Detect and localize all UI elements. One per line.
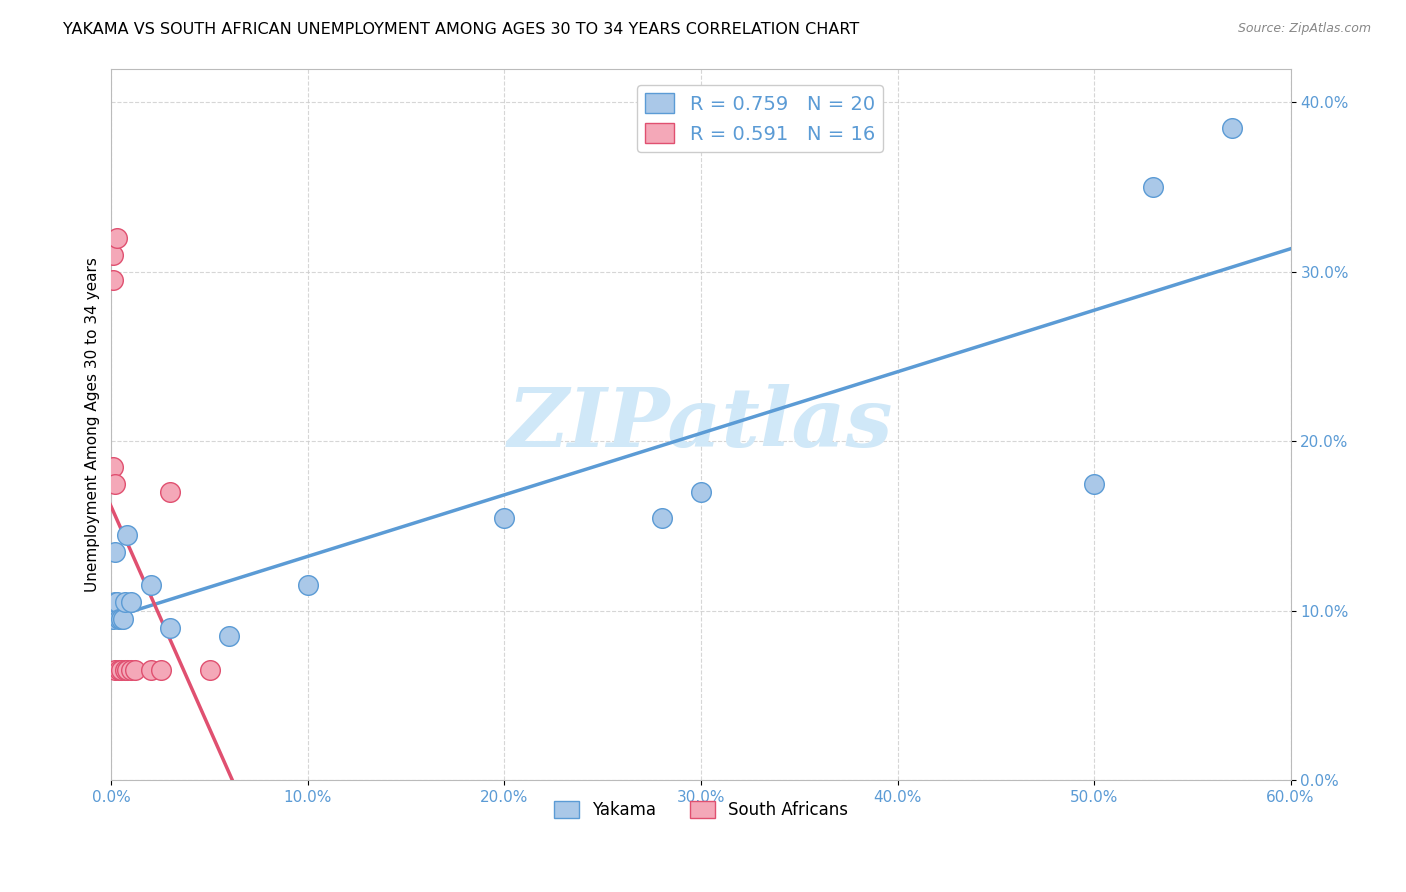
- Point: [159, 485, 181, 500]
- Point: [690, 485, 713, 500]
- Point: [120, 663, 142, 677]
- Point: [103, 459, 125, 474]
- Point: [103, 273, 125, 287]
- Point: [105, 231, 128, 245]
- Legend: Yakama, South Africans: Yakama, South Africans: [547, 794, 855, 825]
- Point: [159, 621, 181, 635]
- Point: [115, 663, 138, 677]
- Point: [114, 595, 136, 609]
- Point: [120, 595, 142, 609]
- Point: [105, 595, 128, 609]
- Point: [104, 476, 127, 491]
- Point: [110, 663, 132, 677]
- Point: [115, 527, 138, 541]
- Point: [139, 578, 162, 592]
- Point: [112, 612, 135, 626]
- Text: YAKAMA VS SOUTH AFRICAN UNEMPLOYMENT AMONG AGES 30 TO 34 YEARS CORRELATION CHART: YAKAMA VS SOUTH AFRICAN UNEMPLOYMENT AMO…: [63, 22, 859, 37]
- Point: [108, 663, 131, 677]
- Point: [218, 629, 240, 643]
- Point: [104, 663, 127, 677]
- Point: [103, 612, 125, 626]
- Point: [104, 544, 127, 558]
- Point: [108, 612, 131, 626]
- Point: [1083, 476, 1105, 491]
- Point: [494, 510, 516, 524]
- Point: [103, 248, 125, 262]
- Y-axis label: Unemployment Among Ages 30 to 34 years: Unemployment Among Ages 30 to 34 years: [86, 257, 100, 592]
- Point: [139, 663, 162, 677]
- Text: ZIPatlas: ZIPatlas: [508, 384, 894, 465]
- Point: [651, 510, 673, 524]
- Point: [297, 578, 319, 592]
- Point: [104, 595, 127, 609]
- Point: [198, 663, 221, 677]
- Point: [1142, 180, 1164, 194]
- Point: [110, 612, 132, 626]
- Text: Source: ZipAtlas.com: Source: ZipAtlas.com: [1237, 22, 1371, 36]
- Point: [114, 663, 136, 677]
- Point: [149, 663, 172, 677]
- Point: [1220, 120, 1243, 135]
- Point: [124, 663, 146, 677]
